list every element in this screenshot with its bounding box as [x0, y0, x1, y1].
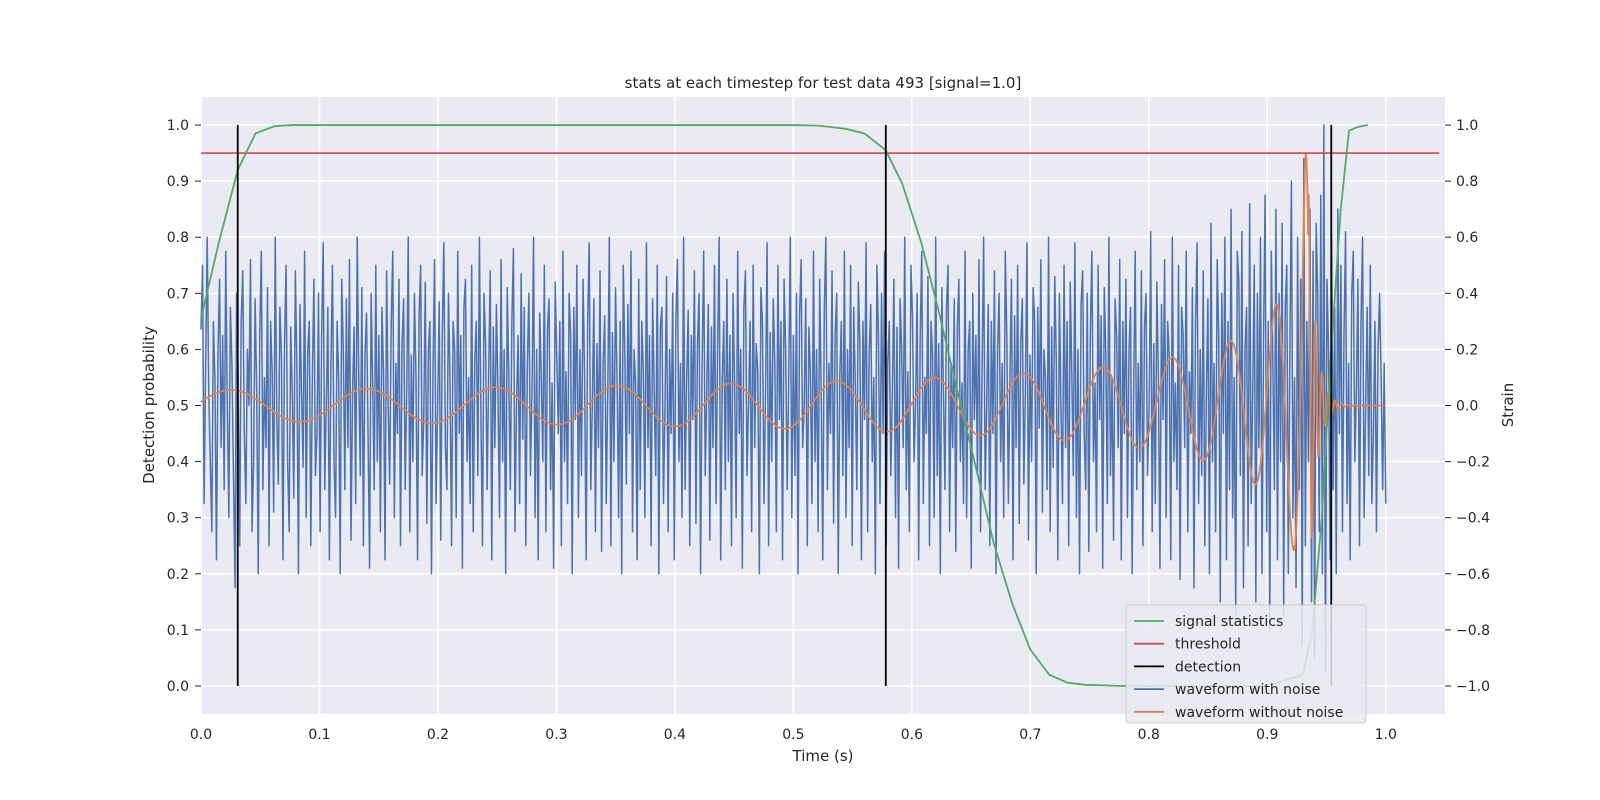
- legend-label: detection: [1175, 659, 1241, 675]
- y-left-tick-label: 0.1: [167, 623, 189, 639]
- legend-label: waveform without noise: [1175, 705, 1343, 721]
- y-right-tick-label: 0.6: [1456, 230, 1478, 246]
- x-tick-label: 0.0: [190, 727, 212, 743]
- y-right-tick-label: 1.0: [1456, 118, 1478, 134]
- y-left-axis-ticks: 0.0 0.1 0.2 0.3 0.4 0.5 0.6 0.7 0.8 0.9 1.0: [167, 118, 201, 695]
- x-tick-label: 0.1: [308, 727, 330, 743]
- legend-label: threshold: [1175, 637, 1241, 653]
- y-right-tick-label: 0.2: [1456, 342, 1478, 358]
- x-tick-label: 0.2: [427, 727, 449, 743]
- x-axis-label: Time (s): [792, 747, 854, 765]
- y-right-axis-ticks: −1.0 −0.8 −0.6 −0.4 −0.2 0.0 0.2 0.4 0.6 0.8 1.0: [1445, 118, 1490, 695]
- x-tick-label: 0.6: [901, 727, 923, 743]
- x-tick-label: 0.9: [1256, 727, 1278, 743]
- y-left-tick-label: 1.0: [167, 118, 189, 134]
- y-left-tick-label: 0.9: [167, 174, 189, 190]
- x-tick-label: 0.4: [664, 727, 686, 743]
- y-right-tick-label: −0.8: [1456, 623, 1490, 639]
- chart-title: stats at each timestep for test data 493…: [625, 74, 1022, 92]
- legend-label: waveform with noise: [1175, 682, 1320, 698]
- y-left-tick-label: 0.0: [167, 679, 189, 695]
- y-left-tick-label: 0.6: [167, 342, 189, 358]
- y-left-tick-label: 0.8: [167, 230, 189, 246]
- y-left-tick-label: 0.2: [167, 567, 189, 583]
- y-right-tick-label: −1.0: [1456, 679, 1490, 695]
- legend-label: signal statistics: [1175, 614, 1283, 630]
- y-right-tick-label: −0.6: [1456, 567, 1490, 583]
- y-right-tick-label: 0.0: [1456, 399, 1478, 415]
- y-right-tick-label: −0.2: [1456, 455, 1490, 471]
- x-tick-label: 1.0: [1375, 727, 1397, 743]
- y-left-axis-label: Detection probability: [140, 326, 158, 484]
- legend: signal statistics threshold detection wavef…: [1125, 604, 1367, 724]
- y-left-tick-label: 0.3: [167, 511, 189, 527]
- y-left-tick-label: 0.7: [167, 286, 189, 302]
- x-tick-label: 0.7: [1019, 727, 1041, 743]
- y-left-tick-label: 0.5: [167, 399, 189, 415]
- legend-box: [1125, 604, 1367, 724]
- y-right-axis-label: Strain: [1499, 383, 1517, 427]
- x-tick-label: 0.3: [545, 727, 567, 743]
- x-tick-label: 0.5: [782, 727, 804, 743]
- y-left-tick-label: 0.4: [167, 455, 189, 471]
- y-right-tick-label: −0.4: [1456, 511, 1490, 527]
- waveform-without-noise-line: [200, 152, 1387, 552]
- waveform-with-noise-line: [200, 124, 1387, 673]
- y-right-tick-label: 0.4: [1456, 286, 1478, 302]
- x-axis-ticks: 0.0 0.1 0.2 0.3 0.4 0.5 0.6 0.7 0.8 0.9 1.0: [190, 727, 1397, 743]
- x-tick-label: 0.8: [1138, 727, 1160, 743]
- y-right-tick-label: 0.8: [1456, 174, 1478, 190]
